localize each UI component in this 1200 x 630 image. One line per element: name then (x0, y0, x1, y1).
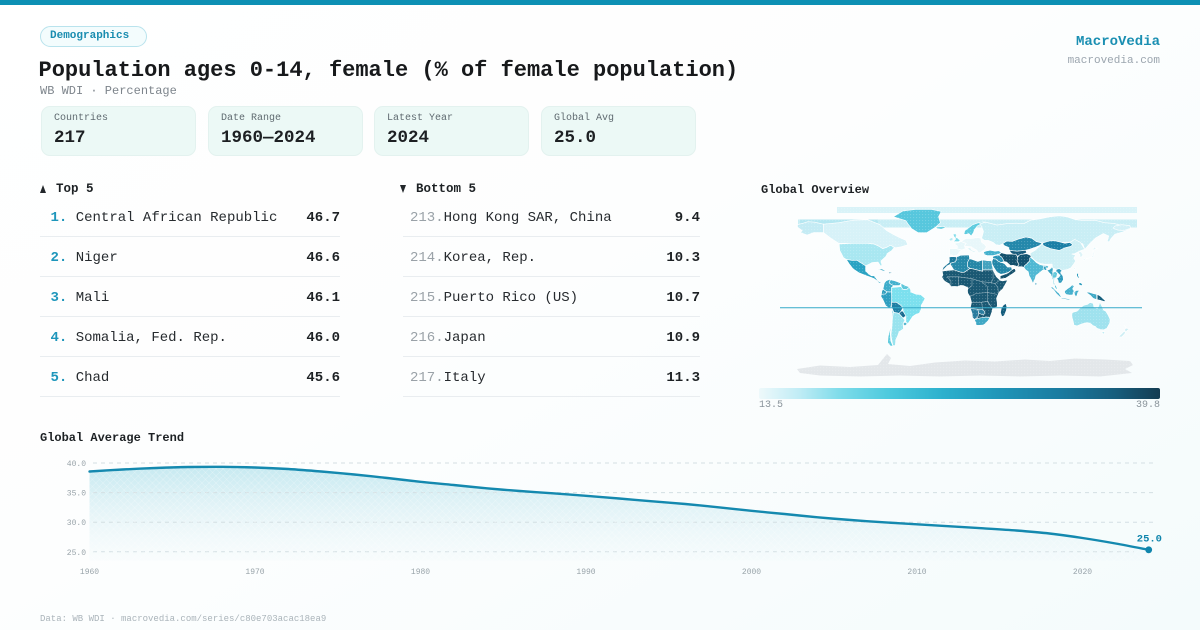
svg-text:1960: 1960 (80, 568, 99, 577)
svg-text:40.0: 40.0 (67, 460, 86, 469)
svg-text:25.0: 25.0 (1137, 534, 1162, 546)
svg-text:25.0: 25.0 (67, 549, 86, 558)
svg-text:1990: 1990 (576, 568, 595, 577)
svg-text:2000: 2000 (742, 568, 761, 577)
svg-text:2010: 2010 (907, 568, 926, 577)
svg-text:30.0: 30.0 (67, 519, 86, 528)
svg-text:35.0: 35.0 (67, 490, 86, 499)
svg-text:1970: 1970 (245, 568, 264, 577)
svg-text:2020: 2020 (1073, 568, 1092, 577)
svg-text:1980: 1980 (411, 568, 430, 577)
